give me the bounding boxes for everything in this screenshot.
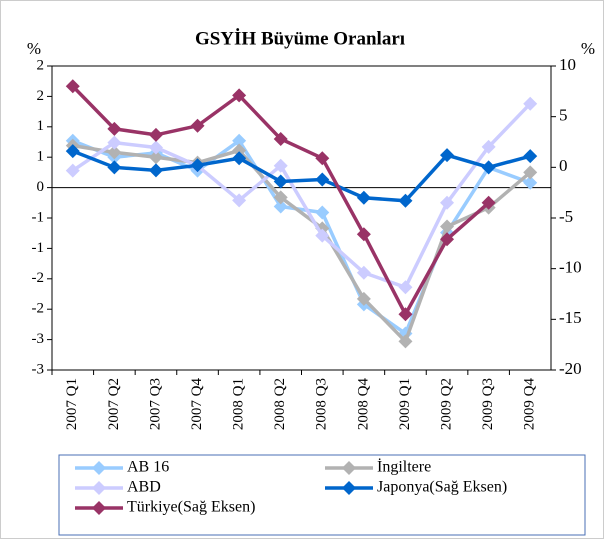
y2-axis-title: % xyxy=(581,39,595,58)
legend-label: Türkiye(Sağ Eksen) xyxy=(127,499,255,516)
data-point xyxy=(523,149,538,164)
data-point xyxy=(148,140,163,155)
data-point xyxy=(148,163,163,178)
data-point xyxy=(481,195,496,210)
data-point xyxy=(356,265,371,280)
data-point xyxy=(232,151,247,166)
data-point xyxy=(481,139,496,154)
x-tick-label: 2009 Q4 xyxy=(522,378,538,431)
data-point xyxy=(65,79,80,94)
y-tick-label: 2 xyxy=(37,57,45,73)
x-tick-label: 2008 Q1 xyxy=(231,378,247,430)
data-point xyxy=(398,280,413,295)
x-tick-label: 2009 Q2 xyxy=(438,378,454,430)
data-point xyxy=(315,172,330,187)
data-point xyxy=(107,160,122,175)
chart-title: GSYİH Büyüme Oranları xyxy=(195,28,405,49)
data-point xyxy=(148,150,163,165)
x-tick-label: 2009 Q1 xyxy=(397,378,413,430)
data-point xyxy=(273,131,288,146)
x-tick-label: 2008 Q2 xyxy=(272,378,288,430)
data-point xyxy=(190,118,205,133)
x-tick-label: 2007 Q4 xyxy=(189,378,205,431)
legend-label: ABD xyxy=(127,479,161,496)
series-line xyxy=(71,102,532,290)
series-line xyxy=(72,143,532,345)
data-point xyxy=(273,190,288,205)
data-point xyxy=(523,96,538,111)
legend-label: İngiltere xyxy=(377,458,431,476)
y2-tick-label: -5 xyxy=(559,207,573,226)
x-tick-label: 2007 Q3 xyxy=(147,378,163,430)
legend-label: Japonya(Sağ Eksen) xyxy=(377,479,507,496)
data-point xyxy=(315,151,330,166)
data-point xyxy=(190,158,205,173)
series-line xyxy=(72,149,531,203)
y-tick-label: -3 xyxy=(32,331,45,347)
legend-marker xyxy=(92,481,106,495)
y-tick-label: 0 xyxy=(37,179,45,195)
data-point xyxy=(232,143,247,158)
y-tick-label: -1 xyxy=(32,240,45,256)
y2-tick-label: 0 xyxy=(559,156,568,175)
legend-marker xyxy=(92,501,106,515)
y2-tick-label: -15 xyxy=(559,308,582,327)
data-point xyxy=(65,144,80,159)
data-point xyxy=(398,334,413,349)
data-point xyxy=(65,163,80,178)
data-point xyxy=(481,160,496,175)
data-point xyxy=(273,174,288,189)
data-point xyxy=(273,158,288,173)
y2-tick-label: 10 xyxy=(559,55,576,74)
x-tick-label: 2007 Q1 xyxy=(64,378,80,430)
data-point xyxy=(232,193,247,208)
legend-marker xyxy=(342,461,356,475)
data-point xyxy=(273,199,288,214)
x-tick-label: 2008 Q3 xyxy=(314,378,330,430)
y-tick-label: 1 xyxy=(37,118,45,134)
y-axis-title: % xyxy=(27,39,41,58)
data-point xyxy=(440,232,455,247)
legend-box xyxy=(58,454,586,536)
x-tick-label: 2009 Q3 xyxy=(480,378,496,430)
data-point xyxy=(356,190,371,205)
data-point xyxy=(148,127,163,142)
data-point xyxy=(107,145,122,160)
y-tick-label: -2 xyxy=(32,270,45,286)
data-point xyxy=(523,175,538,190)
data-point xyxy=(315,228,330,243)
data-point xyxy=(232,88,247,103)
data-point xyxy=(107,121,122,136)
y-tick-label: -3 xyxy=(32,361,45,377)
data-point xyxy=(315,205,330,220)
data-point xyxy=(440,148,455,163)
x-tick-label: 2007 Q2 xyxy=(106,378,122,430)
y2-tick-label: -20 xyxy=(559,359,582,378)
data-point xyxy=(523,165,538,180)
data-point xyxy=(398,193,413,208)
y2-tick-label: 5 xyxy=(559,106,568,125)
legend-marker xyxy=(92,461,106,475)
y-tick-label: -1 xyxy=(32,209,45,225)
data-point xyxy=(440,195,455,210)
y-tick-label: 2 xyxy=(37,88,45,104)
legend-marker xyxy=(342,481,356,495)
data-point xyxy=(398,307,413,322)
x-tick-label: 2008 Q4 xyxy=(355,378,371,431)
data-point xyxy=(356,227,371,242)
y-tick-label: -2 xyxy=(32,301,45,317)
data-point xyxy=(440,219,455,234)
y2-tick-label: -10 xyxy=(559,258,582,277)
y-tick-label: 1 xyxy=(37,149,45,165)
data-point xyxy=(232,133,247,148)
legend-label: AB 16 xyxy=(127,459,169,476)
data-point xyxy=(356,291,371,306)
data-point xyxy=(107,135,122,150)
